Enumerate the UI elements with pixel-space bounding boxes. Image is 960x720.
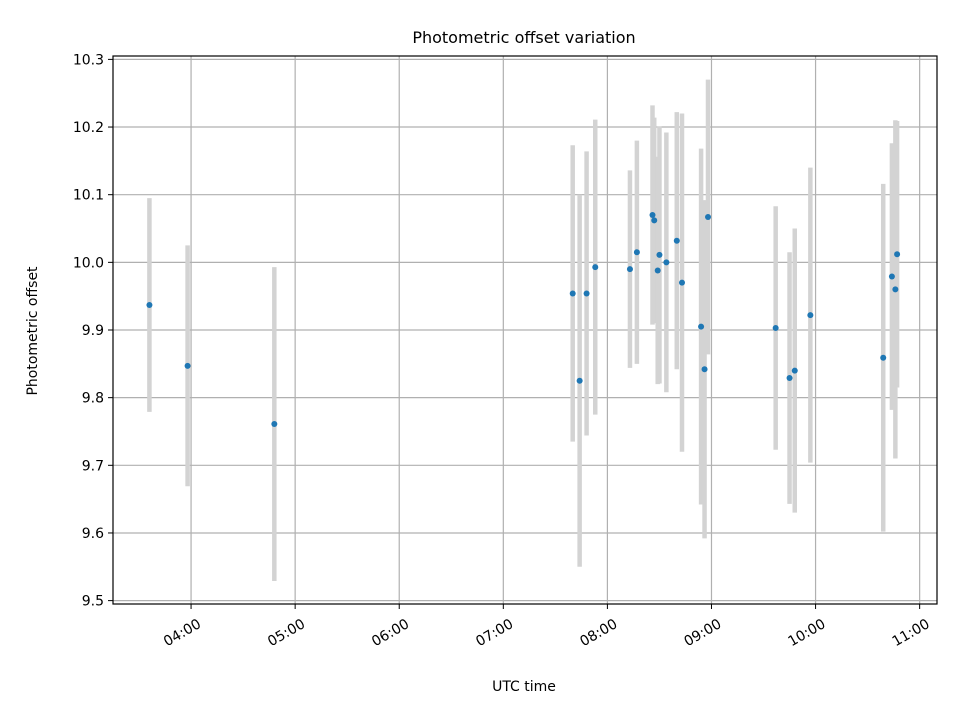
- y-tick-label: 10.0: [73, 255, 104, 271]
- y-tick-label: 10.3: [73, 52, 104, 68]
- data-point: [184, 362, 191, 369]
- y-axis-ticks: 9.5 9.6 9.7 9.8 9.9 10.0 10.1 10.2 10.3: [73, 52, 113, 610]
- data-point: [651, 217, 658, 224]
- data-point: [146, 301, 153, 308]
- data-point: [786, 375, 793, 382]
- data-point: [649, 211, 656, 218]
- data-point: [880, 354, 887, 361]
- data-point: [772, 324, 779, 331]
- y-axis-label: Photometric offset: [25, 266, 41, 396]
- data-point: [663, 259, 670, 266]
- y-tick-label: 9.6: [82, 526, 104, 542]
- y-tick-label: 9.9: [82, 323, 104, 339]
- data-point: [894, 251, 901, 258]
- y-tick-label: 10.1: [73, 188, 104, 204]
- data-point: [569, 290, 576, 297]
- data-point: [673, 237, 680, 244]
- y-tick-label: 9.7: [82, 458, 104, 474]
- grid-lines: [113, 56, 937, 604]
- y-tick-label: 9.5: [82, 594, 104, 610]
- x-tick-label: 05:00: [265, 616, 308, 650]
- data-point: [633, 249, 640, 256]
- data-point: [592, 264, 599, 271]
- data-point: [583, 290, 590, 297]
- x-tick-label: 04:00: [161, 616, 204, 650]
- data-point: [807, 312, 814, 319]
- x-axis-label: UTC time: [492, 679, 556, 695]
- data-point: [576, 377, 583, 384]
- x-tick-label: 06:00: [369, 616, 412, 650]
- data-point: [626, 266, 633, 273]
- data-point: [654, 267, 661, 274]
- data-point: [656, 251, 663, 258]
- x-tick-label: 10:00: [786, 616, 829, 650]
- y-tick-label: 9.8: [82, 391, 104, 407]
- data-point: [271, 421, 278, 428]
- x-tick-label: 07:00: [473, 616, 516, 650]
- chart-title: Photometric offset variation: [412, 28, 635, 47]
- data-point: [892, 286, 899, 293]
- data-point: [888, 273, 895, 280]
- x-tick-label: 09:00: [681, 616, 724, 650]
- y-tick-label: 10.2: [73, 120, 104, 136]
- data-point: [698, 323, 705, 330]
- x-axis-ticks: 04:00 05:00 06:00 07:00 08:00 09:00 10:00 11:00: [161, 604, 933, 650]
- data-point: [791, 367, 798, 374]
- data-point: [678, 279, 685, 286]
- data-points: [146, 211, 901, 428]
- data-point: [705, 214, 712, 221]
- x-tick-label: 08:00: [577, 616, 620, 650]
- x-tick-label: 11:00: [890, 616, 933, 650]
- data-point: [701, 366, 708, 373]
